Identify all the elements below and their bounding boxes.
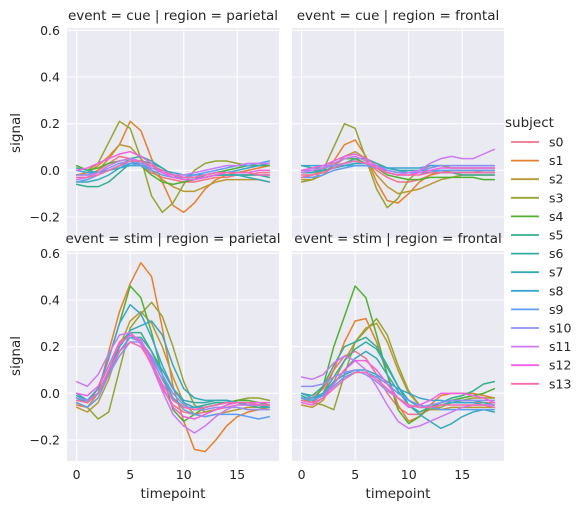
legend-label-s13: s13 xyxy=(549,376,571,391)
x-tick-label: 15 xyxy=(454,467,470,482)
x-tick-label: 5 xyxy=(351,467,359,482)
y-tick-label: 0.6 xyxy=(40,246,60,261)
legend: subject s0 s1 s2 s3 s4 s5 s6 s7 s8 s9 s10 s11 s12 s13 xyxy=(505,115,571,391)
y-tick-label: 0.0 xyxy=(40,163,60,178)
series-line-s3 xyxy=(75,120,271,214)
y-tick-label: 0.6 xyxy=(40,23,60,38)
legend-label-s5: s5 xyxy=(549,228,563,243)
facet-title: event = stim | region = parietal xyxy=(65,231,280,247)
series-line-s11 xyxy=(75,331,271,434)
facet-panel-1: event = cue | region = parietal −0.2 0.0 0.… xyxy=(8,8,279,238)
legend-label-s7: s7 xyxy=(549,265,563,280)
y-tick-label: 0.0 xyxy=(40,386,60,401)
series-line-s8 xyxy=(300,369,496,406)
legend-label-s6: s6 xyxy=(549,246,564,261)
facet-panel-4: event = stim | region = frontal 0 5 10 15 tim… xyxy=(292,231,504,502)
series-line-s1 xyxy=(75,261,271,453)
legend-label-s0: s0 xyxy=(549,135,564,150)
x-tick-label: 0 xyxy=(73,467,81,482)
x-tick-label: 10 xyxy=(401,467,417,482)
facet-title: event = cue | region = parietal xyxy=(68,8,278,24)
x-tick-label: 5 xyxy=(126,467,134,482)
y-tick-label: −0.2 xyxy=(30,433,60,448)
y-axis-label: signal xyxy=(8,336,24,376)
x-axis-label: timepoint xyxy=(141,486,206,502)
y-tick-label: 0.4 xyxy=(40,293,60,308)
legend-label-s8: s8 xyxy=(549,283,564,298)
series-line-s4 xyxy=(75,157,271,186)
series-line-s10 xyxy=(300,160,496,174)
plot-background xyxy=(292,28,504,238)
y-tick-label: 0.2 xyxy=(40,339,60,354)
legend-label-s1: s1 xyxy=(549,153,563,168)
legend-label-s4: s4 xyxy=(549,209,564,224)
x-tick-label: 0 xyxy=(298,467,306,482)
series-line-s13 xyxy=(300,160,496,179)
y-tick-label: −0.2 xyxy=(30,210,60,225)
facet-title: event = cue | region = frontal xyxy=(297,8,500,24)
legend-label-s2: s2 xyxy=(549,172,563,187)
x-tick-label: 10 xyxy=(176,467,192,482)
facet-panel-3: event = stim | region = parietal −0.2 0.0 0… xyxy=(8,231,281,502)
series-line-s13 xyxy=(300,371,496,409)
series-line-s4 xyxy=(300,285,496,425)
series-line-s13 xyxy=(75,160,271,179)
x-axis-label: timepoint xyxy=(366,486,431,502)
plot-background xyxy=(67,28,279,238)
facet-panel-2: event = cue | region = frontal xyxy=(292,8,504,238)
series-line-s13 xyxy=(75,341,271,411)
legend-label-s10: s10 xyxy=(549,321,571,336)
legend-label-s9: s9 xyxy=(549,302,564,317)
series-line-s9 xyxy=(300,371,496,411)
series-line-s11 xyxy=(300,355,496,430)
legend-label-s3: s3 xyxy=(549,190,563,205)
y-axis-label: signal xyxy=(8,113,24,153)
legend-title: subject xyxy=(505,115,554,131)
x-tick-label: 15 xyxy=(229,467,245,482)
y-tick-label: 0.4 xyxy=(40,70,60,85)
plot-background xyxy=(67,251,279,461)
legend-label-s11: s11 xyxy=(549,339,571,354)
plot-background xyxy=(292,251,504,461)
series-line-s2 xyxy=(75,310,271,418)
legend-label-s12: s12 xyxy=(549,358,571,373)
series-line-s10 xyxy=(75,341,271,411)
facet-title: event = stim | region = frontal xyxy=(294,231,501,247)
y-tick-label: 0.2 xyxy=(40,116,60,131)
